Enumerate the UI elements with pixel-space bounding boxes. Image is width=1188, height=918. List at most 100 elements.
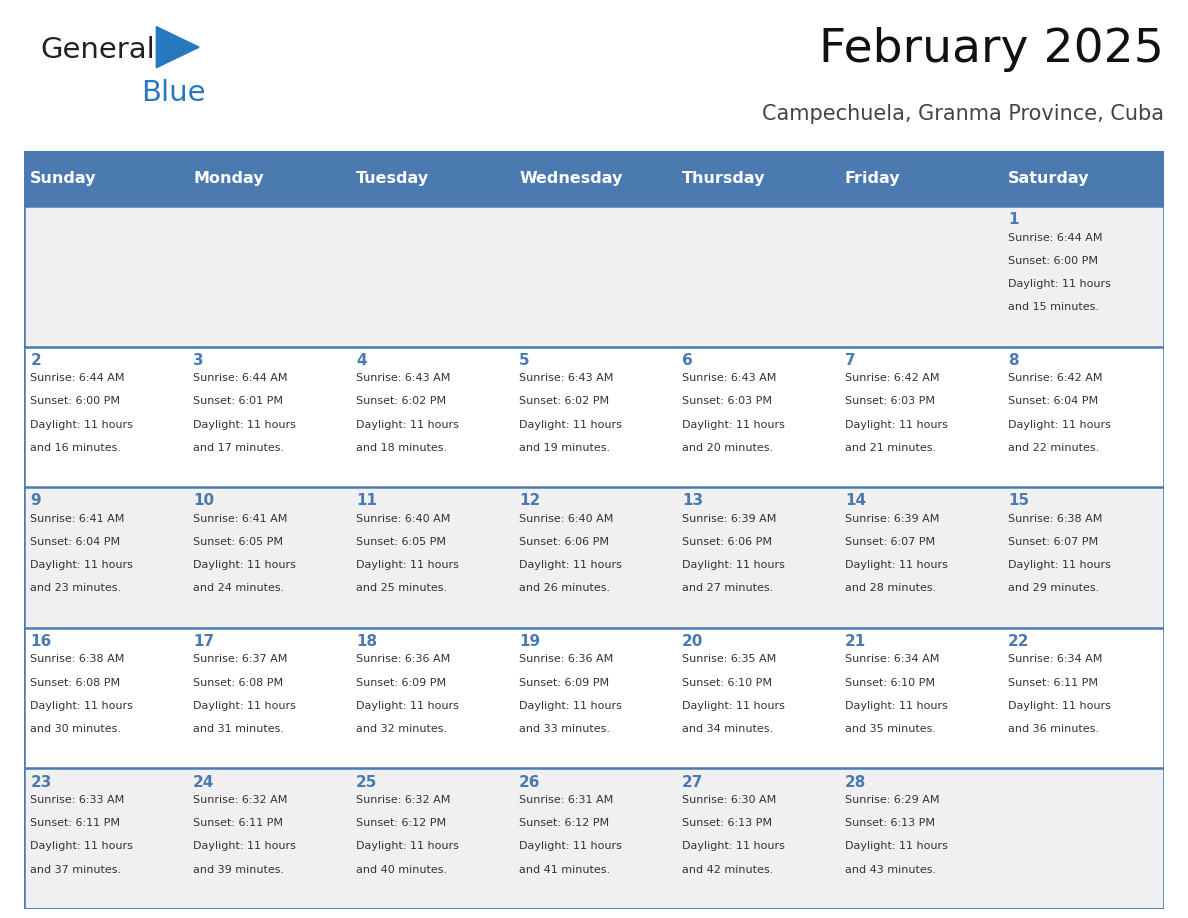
Text: and 35 minutes.: and 35 minutes. — [845, 724, 936, 734]
Text: Sunset: 6:08 PM: Sunset: 6:08 PM — [30, 677, 120, 688]
Text: Daylight: 11 hours: Daylight: 11 hours — [682, 842, 785, 851]
Text: Daylight: 11 hours: Daylight: 11 hours — [519, 842, 623, 851]
Text: 18: 18 — [356, 634, 378, 649]
Text: Sunrise: 6:36 AM: Sunrise: 6:36 AM — [356, 655, 450, 665]
Bar — [676, 206, 839, 347]
Text: Sunset: 6:05 PM: Sunset: 6:05 PM — [356, 537, 447, 547]
Text: and 26 minutes.: and 26 minutes. — [519, 584, 611, 593]
Text: Sunrise: 6:29 AM: Sunrise: 6:29 AM — [845, 795, 940, 805]
Text: 4: 4 — [356, 353, 367, 368]
Bar — [349, 487, 512, 628]
Text: Sunrise: 6:38 AM: Sunrise: 6:38 AM — [1007, 514, 1102, 524]
Text: Daylight: 11 hours: Daylight: 11 hours — [682, 700, 785, 711]
Text: Monday: Monday — [194, 172, 264, 186]
Text: 26: 26 — [519, 775, 541, 789]
Text: Daylight: 11 hours: Daylight: 11 hours — [1007, 560, 1111, 570]
Text: Daylight: 11 hours: Daylight: 11 hours — [845, 700, 948, 711]
Text: and 42 minutes.: and 42 minutes. — [682, 865, 773, 875]
Text: Daylight: 11 hours: Daylight: 11 hours — [30, 842, 133, 851]
Text: Daylight: 11 hours: Daylight: 11 hours — [519, 560, 623, 570]
Text: Blue: Blue — [141, 80, 206, 107]
Text: Sunrise: 6:36 AM: Sunrise: 6:36 AM — [519, 655, 613, 665]
Text: and 18 minutes.: and 18 minutes. — [356, 442, 447, 453]
Text: Sunrise: 6:43 AM: Sunrise: 6:43 AM — [356, 374, 450, 384]
Polygon shape — [157, 27, 200, 68]
Text: Sunrise: 6:35 AM: Sunrise: 6:35 AM — [682, 655, 776, 665]
Text: Daylight: 11 hours: Daylight: 11 hours — [30, 700, 133, 711]
Text: General: General — [40, 36, 156, 63]
Bar — [512, 347, 676, 487]
Text: Campechuela, Granma Province, Cuba: Campechuela, Granma Province, Cuba — [763, 104, 1164, 124]
Text: Sunset: 6:06 PM: Sunset: 6:06 PM — [682, 537, 772, 547]
Text: and 29 minutes.: and 29 minutes. — [1007, 584, 1099, 593]
Text: and 28 minutes.: and 28 minutes. — [845, 584, 936, 593]
Text: Sunset: 6:12 PM: Sunset: 6:12 PM — [519, 818, 609, 828]
Text: Daylight: 11 hours: Daylight: 11 hours — [356, 842, 459, 851]
Bar — [187, 768, 349, 909]
Text: Daylight: 11 hours: Daylight: 11 hours — [845, 842, 948, 851]
Text: Sunset: 6:04 PM: Sunset: 6:04 PM — [30, 537, 120, 547]
Text: Sunset: 6:04 PM: Sunset: 6:04 PM — [1007, 397, 1098, 407]
Bar — [839, 206, 1001, 347]
Text: Sunrise: 6:38 AM: Sunrise: 6:38 AM — [30, 655, 125, 665]
Text: and 41 minutes.: and 41 minutes. — [519, 865, 611, 875]
Text: Sunset: 6:03 PM: Sunset: 6:03 PM — [845, 397, 935, 407]
Bar — [839, 347, 1001, 487]
Text: Sunset: 6:07 PM: Sunset: 6:07 PM — [1007, 537, 1098, 547]
Text: Sunset: 6:13 PM: Sunset: 6:13 PM — [682, 818, 772, 828]
Text: Sunset: 6:12 PM: Sunset: 6:12 PM — [356, 818, 447, 828]
Bar — [676, 768, 839, 909]
Text: Daylight: 11 hours: Daylight: 11 hours — [845, 560, 948, 570]
Text: Daylight: 11 hours: Daylight: 11 hours — [519, 420, 623, 430]
Text: Tuesday: Tuesday — [356, 172, 429, 186]
Text: Sunrise: 6:44 AM: Sunrise: 6:44 AM — [30, 374, 125, 384]
Text: 20: 20 — [682, 634, 703, 649]
Text: Sunset: 6:06 PM: Sunset: 6:06 PM — [519, 537, 609, 547]
Bar — [1001, 347, 1164, 487]
Text: and 21 minutes.: and 21 minutes. — [845, 442, 936, 453]
Text: Sunset: 6:05 PM: Sunset: 6:05 PM — [194, 537, 283, 547]
Text: 28: 28 — [845, 775, 866, 789]
Bar — [349, 347, 512, 487]
Text: and 40 minutes.: and 40 minutes. — [356, 865, 447, 875]
Bar — [512, 206, 676, 347]
Text: and 19 minutes.: and 19 minutes. — [519, 442, 611, 453]
Text: 8: 8 — [1007, 353, 1018, 368]
Text: 17: 17 — [194, 634, 214, 649]
Text: Sunset: 6:11 PM: Sunset: 6:11 PM — [30, 818, 120, 828]
Text: 13: 13 — [682, 494, 703, 509]
Bar — [512, 768, 676, 909]
Text: 27: 27 — [682, 775, 703, 789]
Bar — [1001, 487, 1164, 628]
Text: Daylight: 11 hours: Daylight: 11 hours — [1007, 279, 1111, 289]
Bar — [512, 628, 676, 768]
Bar — [839, 628, 1001, 768]
Text: and 24 minutes.: and 24 minutes. — [194, 584, 284, 593]
Text: Daylight: 11 hours: Daylight: 11 hours — [1007, 420, 1111, 430]
Text: 12: 12 — [519, 494, 541, 509]
Text: Daylight: 11 hours: Daylight: 11 hours — [356, 560, 459, 570]
Bar — [349, 206, 512, 347]
Text: and 17 minutes.: and 17 minutes. — [194, 442, 284, 453]
Text: and 34 minutes.: and 34 minutes. — [682, 724, 773, 734]
Text: Daylight: 11 hours: Daylight: 11 hours — [194, 842, 296, 851]
Bar — [839, 768, 1001, 909]
Text: Sunset: 6:00 PM: Sunset: 6:00 PM — [1007, 256, 1098, 266]
Text: and 32 minutes.: and 32 minutes. — [356, 724, 447, 734]
Text: Sunrise: 6:39 AM: Sunrise: 6:39 AM — [682, 514, 776, 524]
Text: Sunset: 6:02 PM: Sunset: 6:02 PM — [519, 397, 609, 407]
Bar — [512, 151, 676, 206]
Text: Daylight: 11 hours: Daylight: 11 hours — [682, 560, 785, 570]
Text: Sunrise: 6:43 AM: Sunrise: 6:43 AM — [519, 374, 613, 384]
Text: and 23 minutes.: and 23 minutes. — [30, 584, 121, 593]
Text: Wednesday: Wednesday — [519, 172, 623, 186]
Text: 19: 19 — [519, 634, 541, 649]
Bar — [349, 628, 512, 768]
Text: Sunrise: 6:42 AM: Sunrise: 6:42 AM — [1007, 374, 1102, 384]
Bar — [24, 347, 187, 487]
Text: 15: 15 — [1007, 494, 1029, 509]
Bar — [676, 487, 839, 628]
Text: Daylight: 11 hours: Daylight: 11 hours — [30, 420, 133, 430]
Text: 1: 1 — [1007, 212, 1018, 228]
Text: February 2025: February 2025 — [820, 28, 1164, 73]
